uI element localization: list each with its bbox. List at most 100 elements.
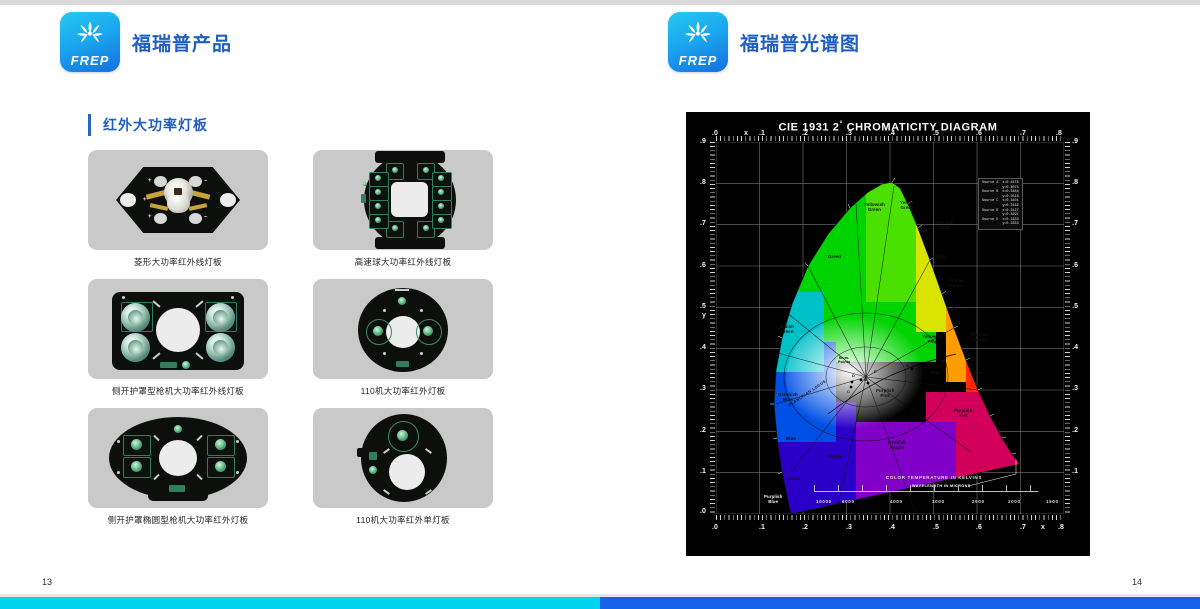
product-caption: 侧开护罩型枪机大功率红外线灯板 xyxy=(111,386,244,397)
region-label-reddish-orange: Reddish Orange xyxy=(970,332,989,343)
y-tick-9: .9 xyxy=(700,138,706,145)
product-image-speed-dome-board xyxy=(313,150,493,250)
left-minor-ticks xyxy=(710,142,715,514)
center-hole xyxy=(391,182,428,217)
led-emitter xyxy=(131,461,142,473)
product-image-side-open-bullet-board xyxy=(88,279,268,380)
x-top-tick-1: .1 xyxy=(759,130,765,137)
region-label-bluish-green: Bluish Green xyxy=(780,324,795,335)
product-card[interactable]: 110机大功率红外单灯板 xyxy=(313,408,493,525)
component xyxy=(398,297,406,306)
x-tick-3: .3 xyxy=(846,524,852,531)
region-label-orange-yellow: Orange Yellow xyxy=(948,278,964,289)
region-label-yellow-green: Yellow Green xyxy=(900,200,915,211)
led-ring xyxy=(366,319,392,346)
region-label-yellow: Yellow xyxy=(932,254,947,259)
plus-marking: + xyxy=(143,197,147,203)
illuminant-b-label: B xyxy=(864,377,867,382)
component xyxy=(363,182,367,186)
product-caption: 侧开护罩椭圆型枪机大功率红外灯板 xyxy=(107,515,249,526)
product-caption: 高速球大功率红外线灯板 xyxy=(354,257,452,267)
product-image-110-single-led-board xyxy=(313,408,493,509)
via xyxy=(236,471,239,475)
section-accent-bar xyxy=(88,114,91,136)
minus-marking: – xyxy=(204,214,208,220)
center-hole xyxy=(389,454,425,491)
led-ring xyxy=(388,421,419,453)
center-hole xyxy=(156,308,200,353)
via xyxy=(236,440,239,444)
connector xyxy=(396,361,409,368)
product-image-diamond-board: + – + – + xyxy=(88,150,268,250)
page-title: 福瑞普产品 xyxy=(132,33,233,55)
x-tick-6: .6 xyxy=(976,524,982,531)
x-axis-letter-bottom: x xyxy=(1041,524,1045,531)
led-emitter xyxy=(375,203,381,209)
region-label-purplish-blue: Purplish Blue xyxy=(764,494,783,505)
x-tick-1: .1 xyxy=(759,524,765,531)
y-right-tick-4: .4 xyxy=(1072,344,1078,351)
footer-edge xyxy=(600,594,1200,597)
via xyxy=(122,296,125,300)
pcb-notch xyxy=(357,448,365,458)
led-dome xyxy=(167,192,190,213)
product-card[interactable]: 110机大功率红外灯板 xyxy=(313,279,493,396)
region-label-greenish-blue: Greenish Blue xyxy=(778,392,798,403)
left-page-header: FREP 福瑞普产品 xyxy=(60,12,232,72)
illuminant-points xyxy=(849,367,914,389)
product-image-110-round-board xyxy=(313,279,493,380)
kelvin-tick-2500: 2500 xyxy=(972,499,985,504)
minus-marking: – xyxy=(204,178,208,184)
via xyxy=(231,296,234,300)
led-lens-inner xyxy=(128,340,143,356)
x-top-tick-5: .5 xyxy=(933,130,939,137)
top-minor-ticks xyxy=(716,136,1064,141)
y-right-tick-3: .3 xyxy=(1072,385,1078,392)
mount-hole xyxy=(220,193,236,207)
y-tick-6: .6 xyxy=(700,262,706,269)
frep-logo: FREP xyxy=(668,12,728,72)
product-card[interactable]: 高速球大功率红外线灯板 xyxy=(313,150,493,267)
chart-title: CIE 1931 2° CHROMATICITY DIAGRAM xyxy=(778,121,998,134)
region-label-greenish-yellow: Greenish Yellow xyxy=(934,220,954,231)
product-grid: + – + – + 菱形大功率红外线灯板 xyxy=(88,150,508,526)
region-label-purple: Purple xyxy=(828,454,843,459)
product-card[interactable]: 侧开护罩椭圆型枪机大功率红外灯板 xyxy=(88,408,268,525)
component xyxy=(369,466,377,475)
region-label-yellowish-pink: Yellowish Pink xyxy=(922,334,943,345)
y-tick-3: .3 xyxy=(700,385,706,392)
kelvin-tick-4000: 4000 xyxy=(890,499,903,504)
kelvin-ticks xyxy=(814,485,1038,492)
page-title: 福瑞普光谱图 xyxy=(740,33,861,55)
y-axis-letter: y xyxy=(702,312,706,319)
via xyxy=(117,440,120,444)
led-die xyxy=(174,188,182,195)
y-right-tick-8: .8 xyxy=(1072,179,1078,186)
product-caption: 菱形大功率红外线灯板 xyxy=(133,257,222,267)
led-emitter xyxy=(397,430,408,442)
page-number: 13 xyxy=(42,577,53,587)
y-tick-7: .7 xyxy=(700,220,706,227)
x-top-tick-8: .8 xyxy=(1056,130,1062,137)
led-emitter xyxy=(375,175,381,181)
top-strip xyxy=(600,0,1200,5)
region-label-pink: Pink xyxy=(930,370,940,375)
product-card[interactable]: + – + – + 菱形大功率红外线灯板 xyxy=(88,150,268,267)
footer-edge xyxy=(0,594,600,597)
component xyxy=(182,361,190,370)
spectral-locus xyxy=(773,181,1021,514)
logo-wordmark: FREP xyxy=(678,53,718,68)
led-emitter xyxy=(131,439,142,451)
via xyxy=(420,309,423,313)
product-card[interactable]: 侧开护罩型枪机大功率红外线灯板 xyxy=(88,279,268,396)
solder-pad xyxy=(189,176,202,187)
pcb-tab xyxy=(375,151,445,163)
x-top-tick-3: .3 xyxy=(846,130,852,137)
led-emitter xyxy=(392,225,398,231)
connector xyxy=(169,485,185,493)
solder-pad xyxy=(189,213,202,224)
x-tick-2: .2 xyxy=(802,524,808,531)
pinwheel-icon xyxy=(73,19,107,54)
led-emitter xyxy=(438,189,444,195)
